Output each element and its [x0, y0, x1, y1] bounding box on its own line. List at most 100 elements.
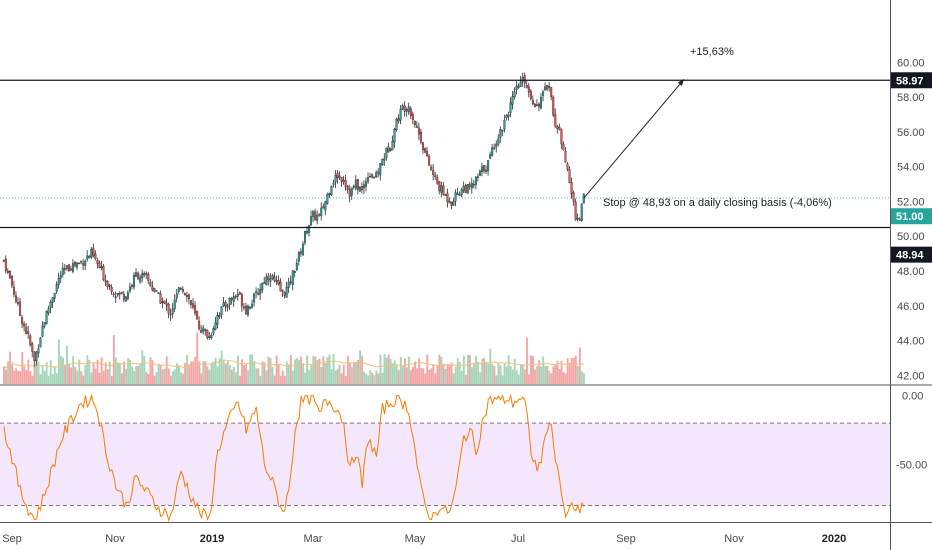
candle-body — [348, 189, 351, 197]
candle-body — [397, 118, 400, 122]
volume-bar — [507, 355, 510, 384]
volume-bar — [19, 371, 22, 384]
candle-body — [546, 85, 549, 90]
volume-bar — [234, 372, 237, 384]
candle-body — [308, 225, 311, 233]
candle-body — [424, 148, 427, 153]
candle-body — [487, 160, 490, 172]
volume-bar — [104, 362, 107, 384]
candle-body — [88, 255, 91, 258]
volume-bar — [353, 361, 355, 384]
volume-bar — [469, 354, 471, 384]
volume-bar — [112, 335, 115, 384]
volume-bar — [57, 339, 60, 384]
candle-body — [318, 213, 321, 216]
candle-body — [312, 210, 315, 217]
candle-body — [371, 174, 374, 178]
candle-body — [556, 126, 559, 129]
candle-body — [476, 176, 479, 178]
volume-bar — [100, 356, 103, 384]
candle-body — [322, 206, 325, 209]
volume-bar — [82, 375, 85, 384]
volume-bar — [29, 371, 32, 384]
candle-body — [183, 293, 186, 296]
volume-bar — [308, 369, 311, 384]
time-axis[interactable]: Sep Nov 2019 Mar May Jul Sep Nov 2020 — [2, 533, 846, 545]
volume-bar — [247, 370, 250, 384]
candle-body — [47, 308, 50, 314]
price-tick-label: 42.00 — [897, 370, 925, 382]
volume-bar — [310, 365, 313, 384]
candle-body — [395, 119, 398, 131]
candle-body — [167, 304, 170, 314]
volume-bar — [245, 364, 248, 384]
volume-bar — [434, 373, 437, 384]
time-tick-label: Mar — [304, 533, 323, 545]
volume-bar — [428, 369, 431, 384]
candle-body — [415, 125, 418, 128]
volume-bar — [448, 364, 451, 384]
volume-bar — [536, 365, 539, 384]
candle-body — [507, 114, 510, 117]
candle-body — [521, 77, 524, 82]
volume-bar — [159, 365, 162, 384]
candle-body — [257, 293, 260, 295]
volume-bar — [316, 359, 319, 384]
volume-bar — [456, 358, 459, 384]
candle-body — [456, 193, 459, 196]
volume-bar — [80, 371, 83, 384]
candle-body — [381, 158, 384, 166]
price-tick-label: 58.00 — [897, 92, 925, 104]
time-tick-label: Nov — [105, 533, 125, 545]
candle-body — [55, 284, 58, 292]
volume-bar — [462, 355, 465, 384]
volume-bar — [475, 355, 478, 384]
volume-bar — [503, 363, 506, 384]
candle-body — [470, 183, 473, 189]
candle-body — [295, 262, 298, 270]
candle-body — [114, 296, 117, 298]
candle-body — [314, 211, 317, 220]
volume-bar — [538, 360, 541, 384]
price-tick-label: 54.00 — [897, 162, 925, 174]
volume-bar — [39, 374, 42, 384]
candle-body — [340, 177, 343, 182]
oscillator-axis[interactable]: 0.00 -50.00 — [896, 391, 927, 472]
candle-body — [222, 302, 225, 307]
candle-body — [297, 251, 300, 262]
volume-bar — [481, 358, 484, 384]
volume-bar — [218, 358, 221, 384]
price-axis[interactable]: 60.00 58.00 56.00 54.00 52.00 50.00 48.00 46.00… — [897, 57, 925, 382]
volume-bar — [403, 358, 406, 384]
candle-body — [171, 308, 174, 314]
volume-bar — [188, 364, 191, 384]
candle-body — [175, 293, 178, 299]
candle-body — [460, 189, 463, 195]
horizontal-lines — [0, 79, 890, 229]
volume-bar — [121, 373, 123, 384]
volume-bar — [149, 357, 152, 384]
volume-bar — [513, 358, 516, 384]
candle-body — [19, 301, 22, 316]
candle-body — [275, 280, 278, 282]
candle-body — [509, 102, 512, 113]
price-tick-label: 50.00 — [897, 231, 925, 243]
volume-bar — [7, 361, 9, 384]
volume-bar — [397, 370, 400, 384]
candle-body — [12, 286, 15, 295]
candle-body — [387, 146, 390, 153]
candle-body — [529, 91, 532, 100]
candle-body — [468, 184, 471, 187]
candle-body — [560, 129, 563, 145]
volume-bar — [287, 364, 290, 384]
candle-body — [527, 86, 530, 93]
candle-body — [92, 247, 95, 257]
candle-body — [133, 274, 136, 288]
volume-bar — [171, 371, 174, 384]
price-badge-label: 58.97 — [896, 75, 924, 87]
volume-bar — [528, 374, 530, 384]
time-tick-label: Sep — [2, 533, 22, 545]
volume-bar — [302, 363, 305, 384]
candle-body — [65, 265, 68, 269]
candle-body — [273, 276, 276, 281]
